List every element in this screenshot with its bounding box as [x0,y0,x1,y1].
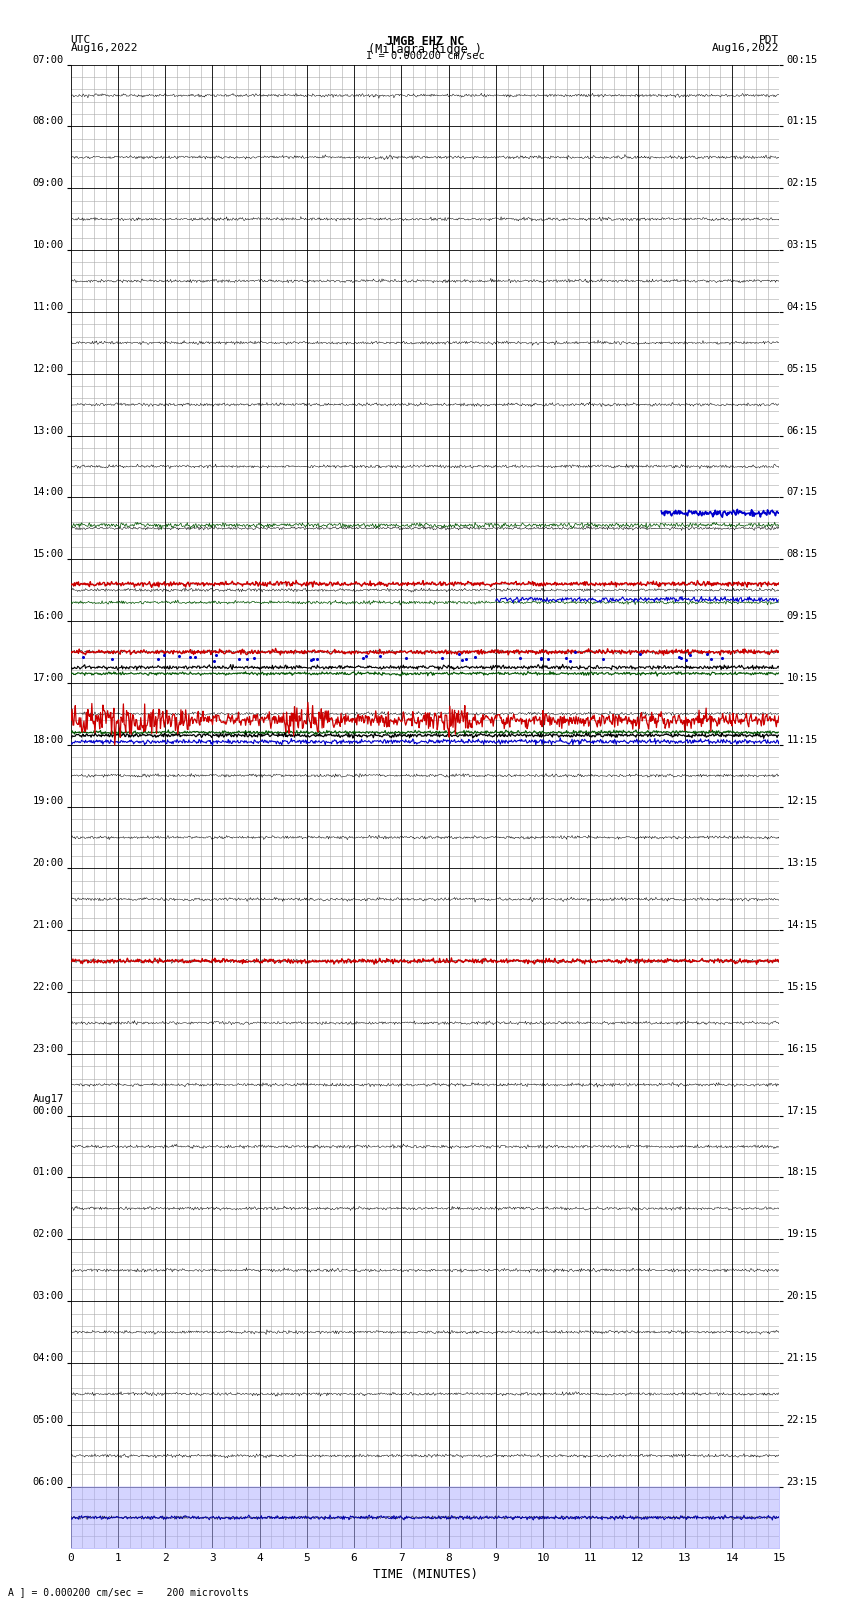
Point [674,645,688,671]
Point [683,642,697,668]
Point [247,645,261,671]
X-axis label: TIME (MINUTES): TIME (MINUTES) [372,1568,478,1581]
Point [435,645,449,671]
Point [513,645,527,671]
Text: (Milagra Ridge ): (Milagra Ridge ) [368,44,482,56]
Point [304,647,318,673]
Point [535,647,548,673]
Point [151,647,165,673]
Text: UTC: UTC [71,35,91,45]
Point [207,648,221,674]
Point [356,645,370,671]
Point [541,647,555,673]
Point [633,640,647,666]
Text: Aug16,2022: Aug16,2022 [71,44,138,53]
Point [157,642,171,668]
Point [241,647,254,673]
Point [455,647,468,673]
Point [672,644,685,669]
Point [569,639,582,665]
Point [715,645,728,671]
Point [173,644,186,669]
Point [534,645,547,671]
Point [360,644,373,669]
Text: I = 0.000200 cm/sec: I = 0.000200 cm/sec [366,50,484,61]
Point [400,645,413,671]
Point [189,644,202,669]
Text: Aug16,2022: Aug16,2022 [712,44,779,53]
Point [704,647,717,673]
Point [183,645,196,671]
Point [451,642,465,668]
Point [700,642,714,668]
Point [105,645,118,671]
Point [76,644,90,669]
Point [309,645,323,671]
Text: A ] = 0.000200 cm/sec =    200 microvolts: A ] = 0.000200 cm/sec = 200 microvolts [8,1587,249,1597]
Point [559,645,573,671]
Point [209,642,223,668]
Point [468,644,482,669]
Point [680,647,694,673]
Point [306,645,320,671]
Point [232,645,246,671]
Point [564,647,577,673]
Text: JMGB EHZ NC: JMGB EHZ NC [386,35,464,48]
Point [459,647,473,673]
Point [373,642,387,668]
Text: PDT: PDT [759,35,779,45]
Point [596,647,609,673]
